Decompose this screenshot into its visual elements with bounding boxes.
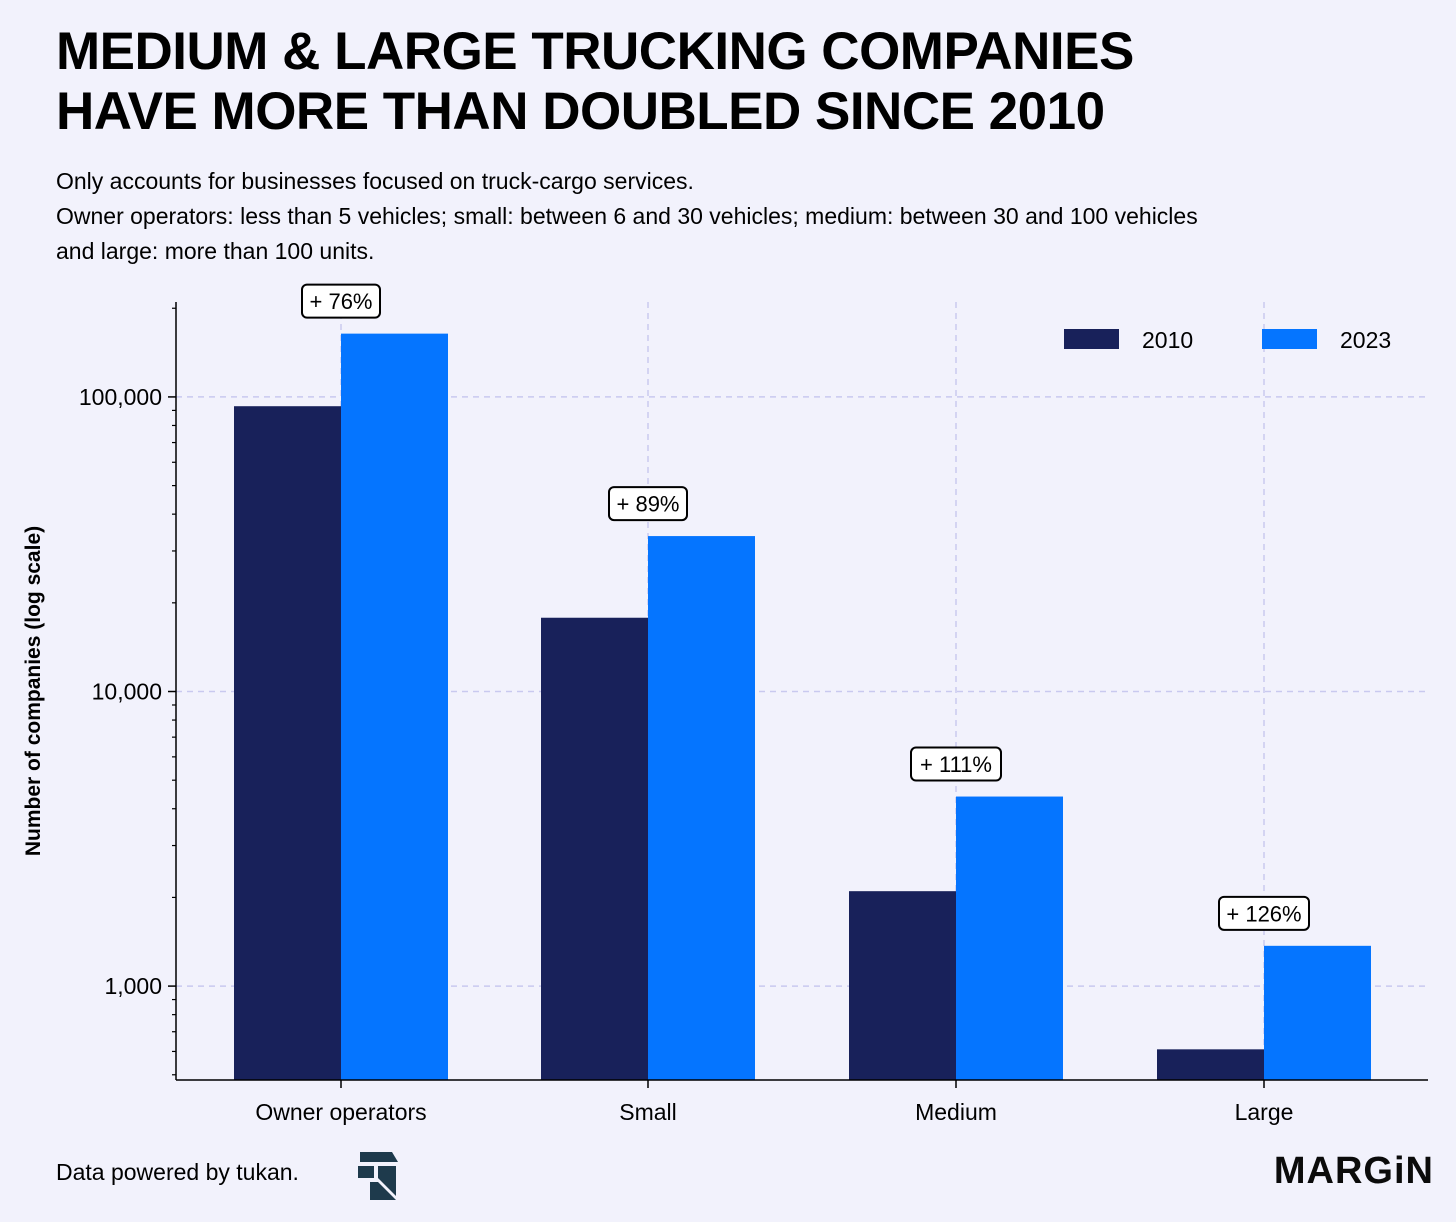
chart-title-line-2: HAVE MORE THAN DOUBLED SINCE 2010 [56,82,1105,141]
subtitle-line-1: Only accounts for businesses focused on … [56,168,694,194]
annotation-label: + 126% [1226,901,1301,926]
tukan-logo-icon [358,1152,398,1200]
y-tick-label: 10,000 [92,679,162,705]
bar-2010-large [1157,1049,1264,1080]
legend-swatch-2010 [1064,329,1119,349]
x-tick-label: Large [1235,1099,1294,1125]
legend-label-2010: 2010 [1142,327,1193,353]
bar-2010-owner-operators [234,406,341,1080]
margin-logo: MARGiN [1273,1150,1434,1192]
bar-2010-small [541,617,648,1080]
annotation-label: + 76% [310,289,373,314]
bar-2023-medium [956,796,1063,1080]
annotation-box [1218,895,1310,931]
chart-title: MEDIUM & LARGE TRUCKING COMPANIES HAVE M… [56,22,1416,142]
bar-2010-medium [849,891,956,1080]
y-tick-label: 1,000 [104,973,162,999]
y-axis-label: Number of companies (log scale) [22,526,45,856]
x-tick-label: Small [619,1099,677,1125]
annotation-box [910,746,1002,782]
annotation-box [608,486,688,522]
bar-2023-large [1264,945,1371,1080]
bar-2023-owner-operators [341,333,448,1081]
chart-subtitle: Only accounts for businesses focused on … [56,164,1416,269]
y-tick-label: 100,000 [79,384,162,410]
annotation-box [301,283,381,319]
annotation-label: + 89% [617,492,680,517]
x-tick-label: Owner operators [255,1099,426,1125]
bar-2023-small [648,536,755,1080]
subtitle-line-2: Owner operators: less than 5 vehicles; s… [56,203,1198,229]
subtitle-line-3: and large: more than 100 units. [56,238,375,264]
legend-label-2023: 2023 [1340,327,1391,353]
chart-title-line-1: MEDIUM & LARGE TRUCKING COMPANIES [56,22,1134,81]
legend-swatch-2023 [1262,329,1317,349]
data-source-note: Data powered by tukan. [56,1159,299,1185]
annotation-label: + 111% [920,752,992,777]
x-tick-label: Medium [915,1099,997,1125]
